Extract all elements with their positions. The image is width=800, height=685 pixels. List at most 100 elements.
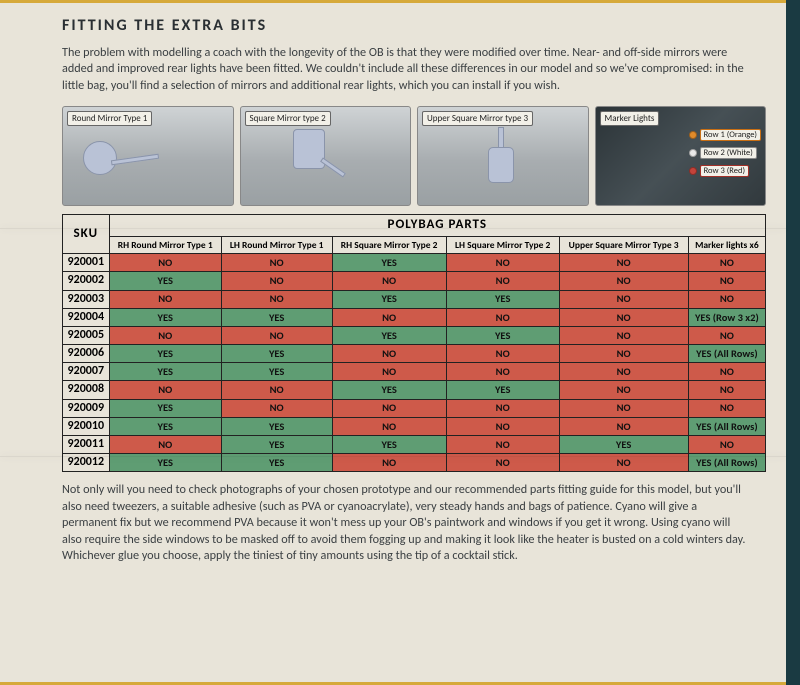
table-title: POLYBAG PARTS: [109, 215, 765, 236]
cell-yes: YES: [221, 363, 332, 381]
cell-no: NO: [559, 399, 688, 417]
dot-icon: [689, 149, 697, 157]
column-header: LH Round Mirror Type 1: [221, 236, 332, 253]
cell-yes: YES: [221, 345, 332, 363]
mirror-arm-icon: [498, 127, 504, 149]
cell-no: NO: [446, 345, 559, 363]
cell-no: NO: [446, 254, 559, 272]
cell-yes: YES: [109, 363, 221, 381]
cell-yes: YES: [332, 254, 446, 272]
polybag-parts-table: SKU POLYBAG PARTS RH Round Mirror Type 1…: [62, 214, 766, 472]
cell-no: NO: [221, 272, 332, 290]
page-border-right: [786, 0, 800, 685]
cell-no: NO: [559, 345, 688, 363]
cell-yes: YES: [221, 417, 332, 435]
cell-no: NO: [559, 381, 688, 399]
cell-yes: YES: [332, 290, 446, 308]
table-row: 920006YESYESNONONOYES (All Rows): [63, 345, 766, 363]
cell-no: NO: [221, 381, 332, 399]
cell-yes: YES: [109, 345, 221, 363]
outro-paragraph: Not only will you need to check photogra…: [62, 482, 752, 564]
thumb-label: Square Mirror type 2: [245, 111, 331, 126]
cell-no: NO: [559, 363, 688, 381]
cell-yes: YES: [332, 381, 446, 399]
cell-yes: YES: [109, 308, 221, 326]
sku-header: SKU: [63, 215, 110, 254]
sku-cell: 920009: [63, 399, 110, 417]
mirror-icon: [83, 141, 117, 175]
column-header: LH Square Mirror Type 2: [446, 236, 559, 253]
cell-no: NO: [446, 308, 559, 326]
cell-no: NO: [559, 326, 688, 344]
cell-no: NO: [332, 345, 446, 363]
cell-no: NO: [109, 381, 221, 399]
column-header: Upper Square Mirror Type 3: [559, 236, 688, 253]
marker-label: Row 1 (Orange): [700, 129, 761, 141]
cell-yes: YES (All Rows): [688, 345, 765, 363]
cell-no: NO: [559, 290, 688, 308]
sku-cell: 920001: [63, 254, 110, 272]
cell-yes: YES: [221, 436, 332, 454]
section-heading: FITTING THE EXTRA BITS: [62, 16, 766, 35]
cell-yes: YES: [221, 308, 332, 326]
cell-yes: YES: [109, 417, 221, 435]
table-row: 920009YESNONONONONO: [63, 399, 766, 417]
cell-yes: YES: [559, 436, 688, 454]
cell-no: NO: [688, 254, 765, 272]
thumb-label: Upper Square Mirror type 3: [422, 111, 533, 126]
page-content: FITTING THE EXTRA BITS The problem with …: [0, 0, 800, 575]
column-header: Marker lights x6: [688, 236, 765, 253]
cell-yes: YES: [446, 326, 559, 344]
table-row: 920004YESYESNONONOYES (Row 3 x2): [63, 308, 766, 326]
cell-yes: YES: [109, 399, 221, 417]
sku-cell: 920002: [63, 272, 110, 290]
mirror-arm-icon: [111, 154, 159, 166]
sku-cell: 920011: [63, 436, 110, 454]
table-row: 920005NONOYESYESNONO: [63, 326, 766, 344]
intro-paragraph: The problem with modelling a coach with …: [62, 45, 752, 94]
cell-yes: YES: [332, 436, 446, 454]
cell-no: NO: [559, 308, 688, 326]
cell-no: NO: [221, 254, 332, 272]
paper-fold: [0, 228, 786, 229]
sku-cell: 920007: [63, 363, 110, 381]
cell-no: NO: [688, 436, 765, 454]
cell-no: NO: [688, 272, 765, 290]
cell-yes: YES (All Rows): [688, 417, 765, 435]
marker-label: Row 3 (Red): [700, 165, 749, 177]
cell-no: NO: [332, 399, 446, 417]
cell-no: NO: [559, 417, 688, 435]
cell-no: NO: [688, 326, 765, 344]
dot-icon: [689, 167, 697, 175]
cell-no: NO: [688, 290, 765, 308]
paper-fold: [0, 456, 786, 457]
cell-no: NO: [446, 363, 559, 381]
thumb-label: Marker Lights: [600, 111, 660, 126]
cell-no: NO: [109, 290, 221, 308]
cell-yes: YES: [332, 326, 446, 344]
sku-cell: 920008: [63, 381, 110, 399]
sku-cell: 920006: [63, 345, 110, 363]
cell-no: NO: [446, 436, 559, 454]
thumb-square-mirror: Square Mirror type 2: [240, 106, 412, 206]
cell-no: NO: [559, 272, 688, 290]
marker-label: Row 2 (White): [700, 147, 757, 159]
table-row: 920002YESNONONONONO: [63, 272, 766, 290]
thumb-upper-square-mirror: Upper Square Mirror type 3: [417, 106, 589, 206]
table-row: 920008NONOYESYESNONO: [63, 381, 766, 399]
table-row: 920007YESYESNONONONO: [63, 363, 766, 381]
marker-row-1: Row 1 (Orange): [689, 129, 761, 141]
table-row: 920003NONOYESYESNONO: [63, 290, 766, 308]
dot-icon: [689, 131, 697, 139]
cell-yes: YES: [446, 381, 559, 399]
table-row: 920010YESYESNONONOYES (All Rows): [63, 417, 766, 435]
thumb-round-mirror: Round Mirror Type 1: [62, 106, 234, 206]
cell-no: NO: [559, 254, 688, 272]
marker-row-2: Row 2 (White): [689, 147, 761, 159]
cell-no: NO: [109, 436, 221, 454]
cell-no: NO: [446, 399, 559, 417]
cell-no: NO: [221, 399, 332, 417]
column-header: RH Square Mirror Type 2: [332, 236, 446, 253]
cell-no: NO: [446, 272, 559, 290]
cell-no: NO: [688, 381, 765, 399]
